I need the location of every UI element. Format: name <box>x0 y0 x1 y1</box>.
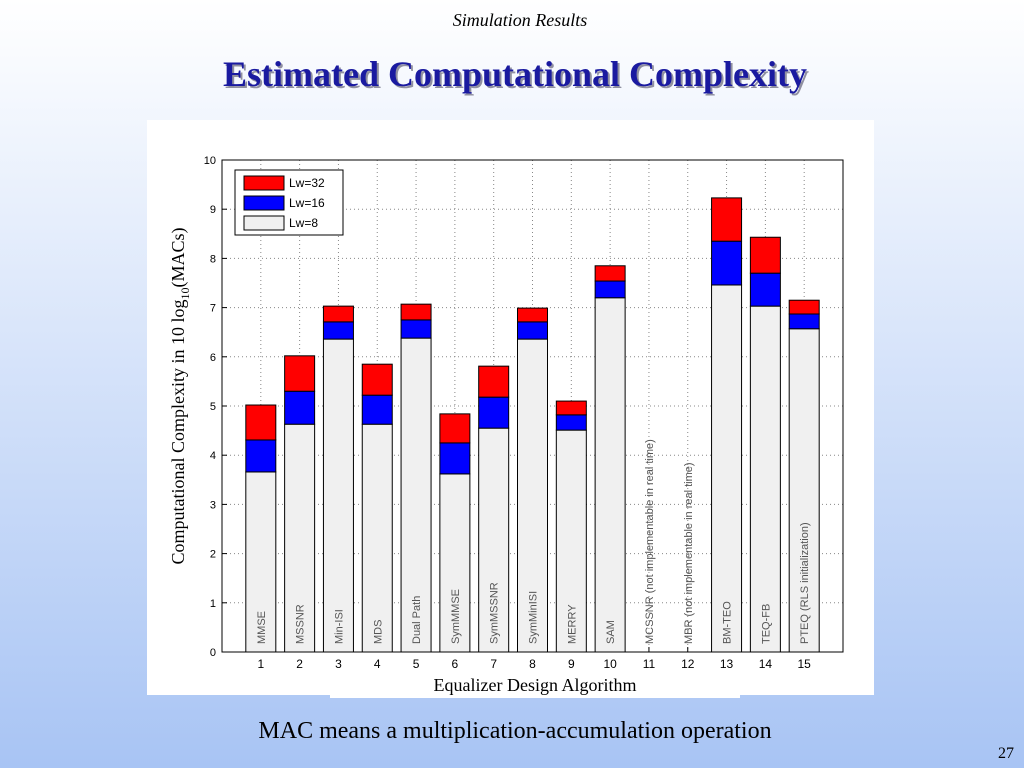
bar-segment <box>478 427 510 653</box>
bar-segment <box>749 305 781 653</box>
header: Simulation Results <box>453 10 588 30</box>
x-axis-label: Equalizer Design Algorithm <box>434 675 637 695</box>
y-label-end: (MACs) <box>168 227 189 287</box>
bar-segment <box>517 307 548 323</box>
x-tick-label: 10 <box>603 657 617 671</box>
bar-segment <box>245 439 277 473</box>
x-tick-label: 5 <box>413 657 420 671</box>
bar-segment <box>749 236 781 274</box>
y-tick-label: 9 <box>210 204 216 216</box>
bar-segment <box>439 413 471 444</box>
footer: MAC means a multiplication-accumulation … <box>258 718 771 744</box>
x-tick-label: 13 <box>720 657 734 671</box>
x-tick-label: 14 <box>759 657 773 671</box>
legend-label: Lw=32 <box>289 176 325 190</box>
bar-segment <box>245 404 277 441</box>
y-tick-label: 1 <box>210 598 216 610</box>
legend-swatch <box>243 175 285 191</box>
bar-segment <box>594 265 626 282</box>
y-tick-label: 6 <box>210 352 216 364</box>
bar-segment <box>361 423 393 653</box>
bar-segment <box>478 365 510 398</box>
bar-segment <box>555 414 587 431</box>
bar-segment <box>594 280 626 299</box>
bar-segment <box>517 321 548 340</box>
bar-label: MDS <box>372 620 384 644</box>
bar-segment <box>711 197 743 242</box>
bar-label: SAM <box>605 620 617 644</box>
bar-label: MCSSNR (not implementable in real time) <box>644 439 656 644</box>
title: Estimated Computational Complexity <box>223 54 807 94</box>
bar-segment <box>478 396 510 429</box>
bar-label: SymMMSE <box>450 589 462 644</box>
chart-panel-ext <box>330 690 740 698</box>
x-tick-label: 8 <box>529 657 536 671</box>
x-tick-label: 12 <box>681 657 695 671</box>
bar-label: SymMSSNR <box>489 582 501 644</box>
x-tick-label: 9 <box>568 657 575 671</box>
bar-label: Dual Path <box>411 596 423 644</box>
y-tick-label: 4 <box>210 450 216 462</box>
y-label-main: Computational Complexity in 10 log <box>168 300 188 565</box>
y-tick-label: 2 <box>210 549 216 561</box>
y-tick-label: 10 <box>204 155 216 167</box>
x-tick-label: 3 <box>335 657 342 671</box>
bar-segment <box>400 303 432 321</box>
bar-segment <box>711 240 743 286</box>
legend-swatch <box>243 215 285 231</box>
bar-label: MMSE <box>256 611 268 644</box>
bar-label: MSSNR <box>295 604 307 644</box>
x-tick-label: 15 <box>798 657 812 671</box>
bar-segment <box>400 319 432 339</box>
bar-segment <box>322 305 354 323</box>
y-tick-label: 3 <box>210 499 216 511</box>
bar-label: MERRY <box>566 604 578 644</box>
x-tick-label: 6 <box>452 657 459 671</box>
bar-segment <box>400 337 432 653</box>
y-axis-label: Computational Complexity in 10 log10(MAC… <box>168 227 192 564</box>
page-number: 27 <box>998 745 1014 762</box>
bar-segment <box>439 442 471 475</box>
bar-segment <box>361 394 393 425</box>
bar-label: Min-ISI <box>333 609 345 644</box>
legend-label: Lw=16 <box>289 196 325 210</box>
bar-segment <box>788 313 820 330</box>
title-shadow: Estimated Computational Complexity <box>225 56 809 96</box>
bar-segment <box>361 363 393 396</box>
bar-label: SymMinISI <box>528 591 540 644</box>
bar-segment <box>284 355 316 392</box>
legend-swatch <box>243 195 285 211</box>
plot-frame <box>221 159 844 653</box>
bar-segment <box>245 471 277 653</box>
y-tick-label: 0 <box>210 647 216 659</box>
x-tick-label: 11 <box>643 657 656 671</box>
y-tick-label: 7 <box>210 303 216 315</box>
x-tick-label: 1 <box>257 657 264 671</box>
bar-segment <box>322 321 354 340</box>
y-tick-label: 5 <box>210 401 216 413</box>
y-label-sub: 10 <box>178 288 192 300</box>
bar-segment <box>555 400 587 416</box>
bar-segment <box>439 473 471 653</box>
bar-segment <box>711 284 743 653</box>
bar-segment <box>322 338 354 653</box>
bar-segment <box>284 390 316 425</box>
x-tick-label: 4 <box>374 657 381 671</box>
x-tick-label: 2 <box>296 657 303 671</box>
bar-segment <box>749 272 781 307</box>
bar-label: MBR (not implementable in real time) <box>683 462 695 644</box>
legend-label: Lw=8 <box>289 216 318 230</box>
x-tick-label: 7 <box>490 657 497 671</box>
bar-label: PTEQ (RLS initialization) <box>799 522 811 644</box>
bar-label: TEQ-FB <box>760 604 772 644</box>
bar-label: BM-TEO <box>722 601 734 644</box>
y-tick-label: 8 <box>210 253 216 265</box>
bar-segment <box>594 297 626 653</box>
bar-segment <box>788 299 820 315</box>
